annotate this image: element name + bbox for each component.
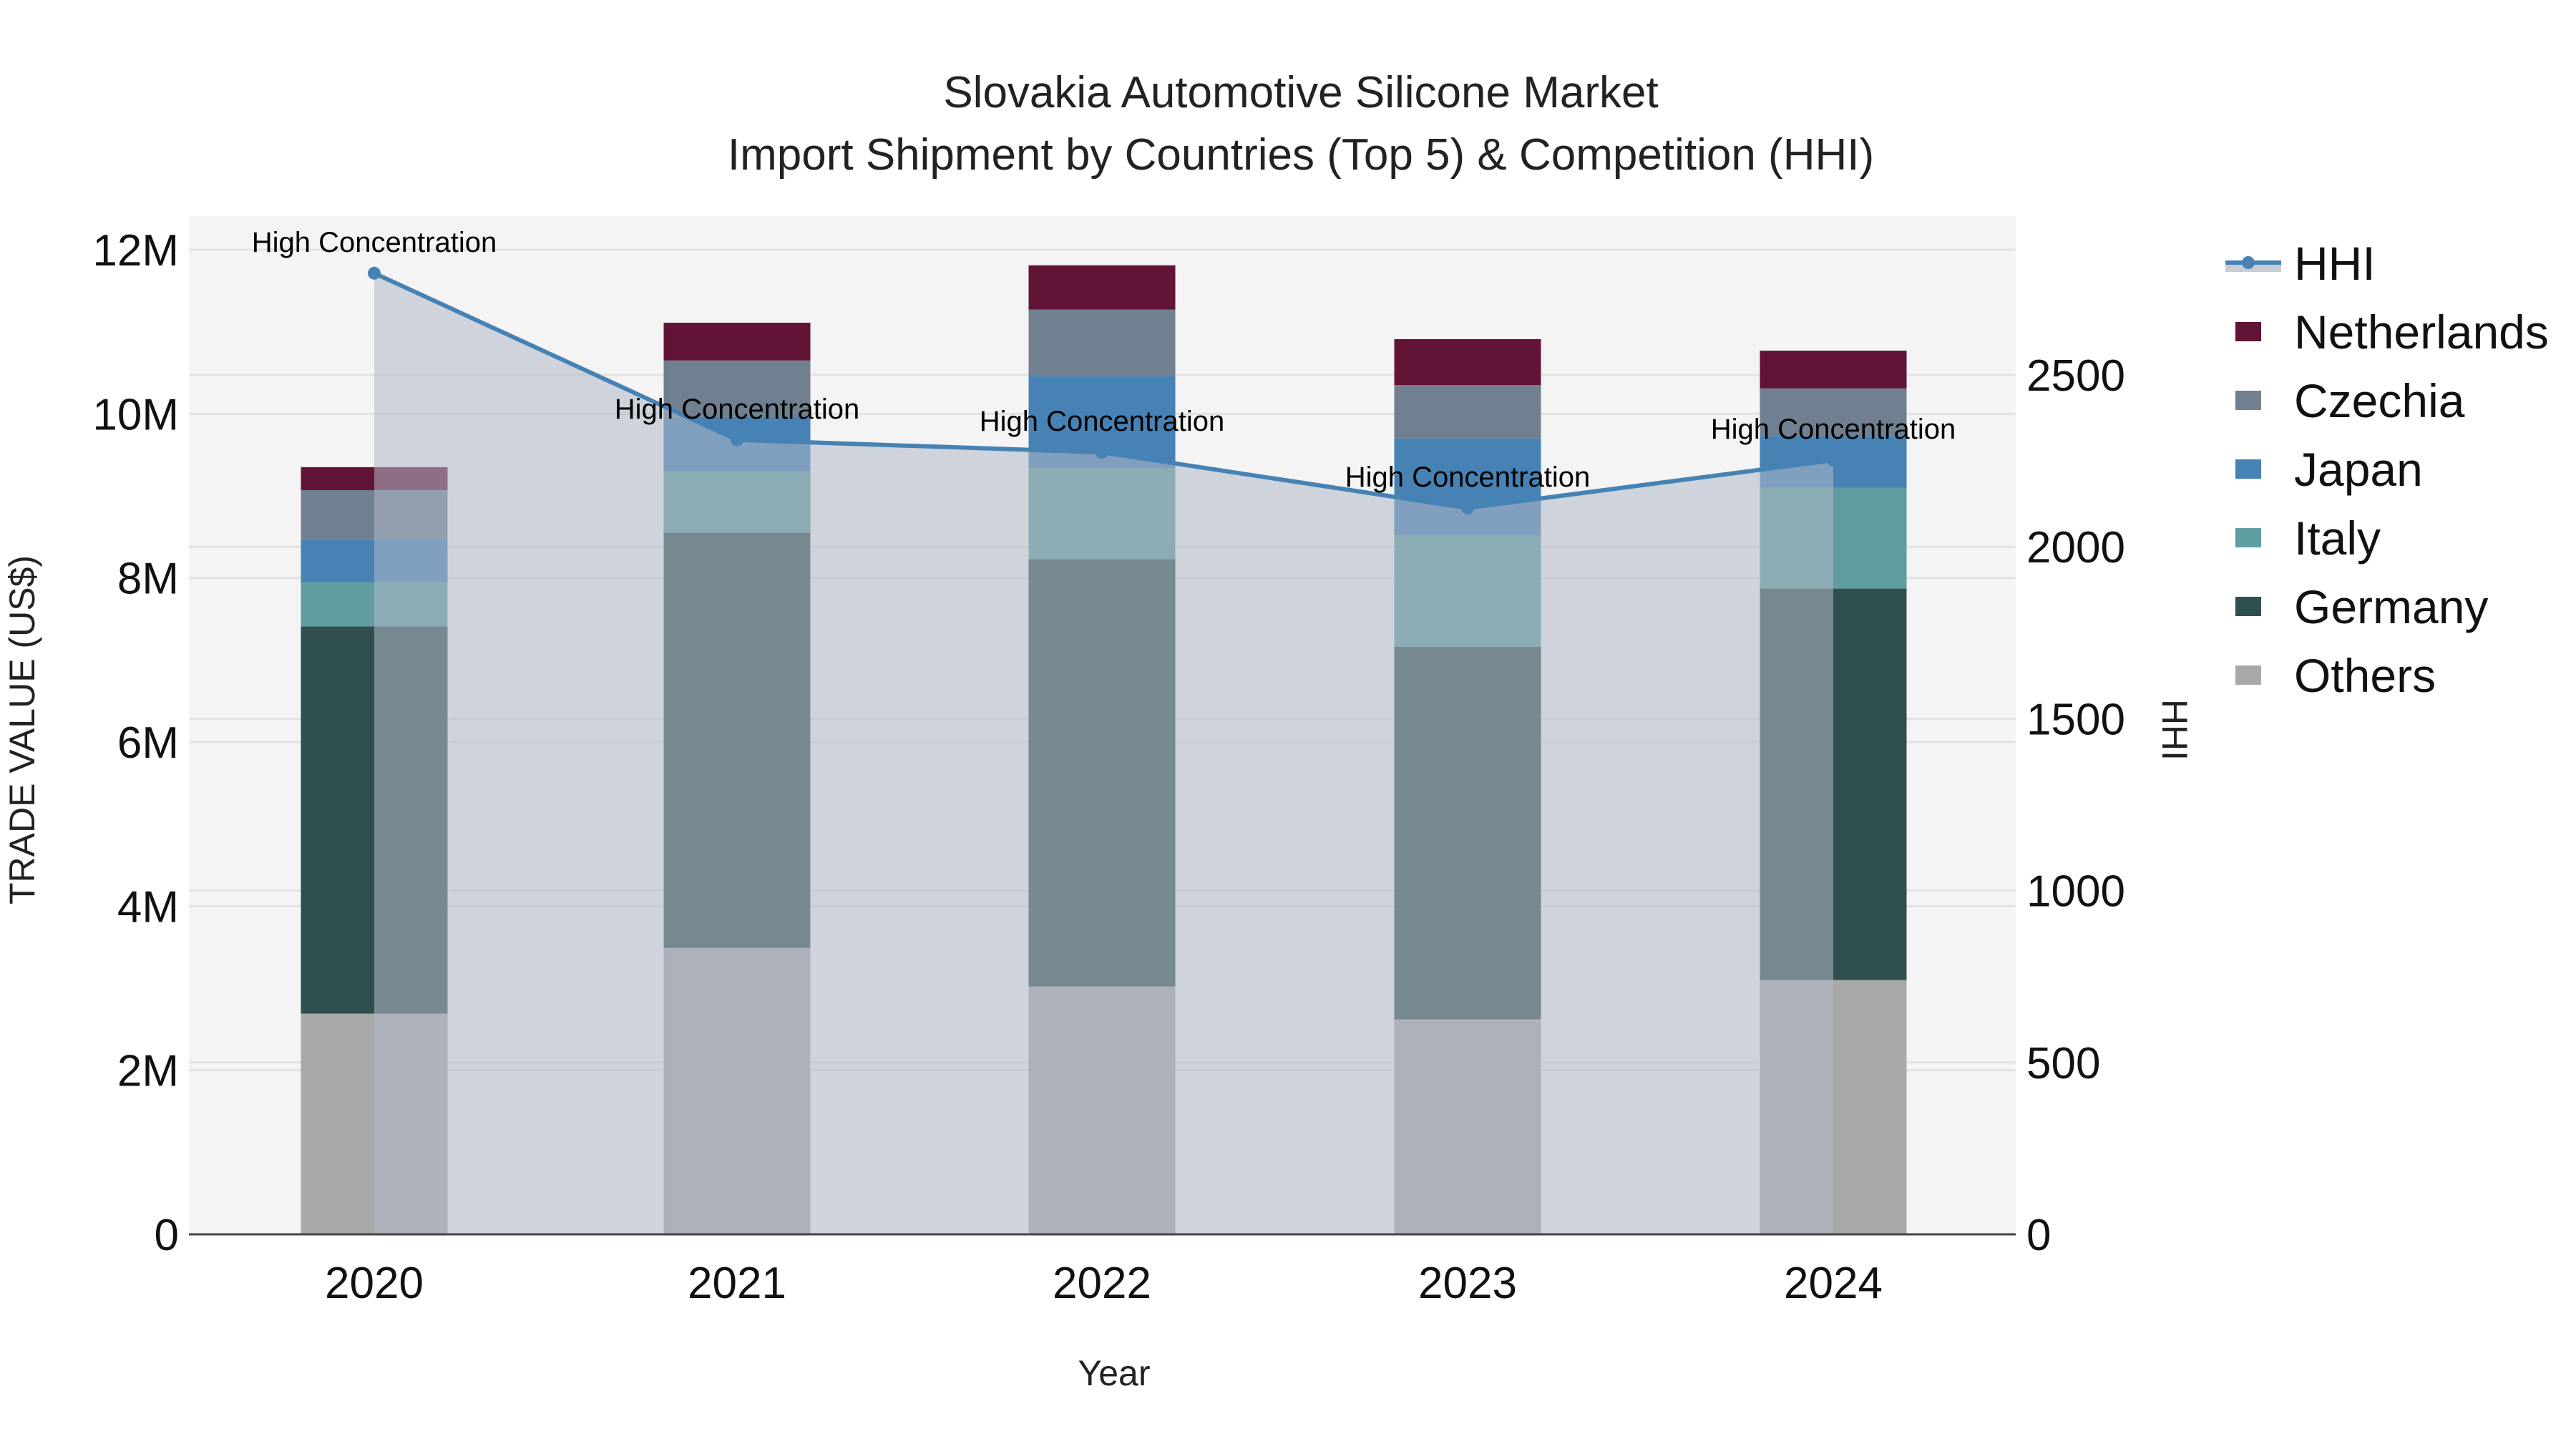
legend-swatch-icon [2235, 391, 2261, 410]
legend-item-others[interactable]: Others [2235, 649, 2436, 702]
legend-label: Czechia [2294, 374, 2465, 427]
y-right-ticks: 0 500 1000 1500 2000 2500 [2026, 351, 2125, 1260]
y-left-axis-title: TRADE VALUE (US$) [2, 555, 42, 904]
legend-label: Germany [2294, 580, 2488, 633]
bar-segment-czechia-2021 [663, 360, 811, 417]
bar-segment-czechia-2023 [1394, 385, 1541, 439]
chart-title-line2: Import Shipment by Countries (Top 5) & C… [728, 130, 1874, 180]
hhi-point-marker [1096, 446, 1108, 459]
legend-swatch-icon [2235, 597, 2261, 616]
hhi-annotation: High Concentration [980, 406, 1224, 437]
y-right-tick-label: 2500 [2026, 351, 2125, 401]
hhi-annotation: High Concentration [615, 394, 859, 425]
legend-item-netherlands[interactable]: Netherlands [2235, 306, 2549, 358]
legend-label: HHI [2294, 237, 2376, 290]
legend-item-hhi[interactable]: HHI [2225, 237, 2376, 290]
legend: HHI Netherlands Czechia Japan Italy Germany Ot… [2225, 237, 2549, 702]
legend-swatch-icon [2235, 528, 2261, 547]
bar-segment-netherlands-2022 [1028, 265, 1176, 310]
x-tick-label: 2023 [1418, 1259, 1517, 1308]
y-left-tick-label: 2M [117, 1047, 179, 1096]
legend-label: Netherlands [2294, 306, 2549, 358]
legend-swatch-icon [2235, 665, 2261, 685]
legend-item-germany[interactable]: Germany [2235, 580, 2488, 633]
hhi-annotation: High Concentration [1345, 462, 1590, 493]
hhi-point-marker [731, 433, 743, 447]
hhi-point-marker [1827, 454, 1840, 467]
hhi-line [368, 266, 1840, 514]
y-left-tick-label: 8M [117, 555, 179, 604]
x-tick-label: 2021 [688, 1259, 786, 1308]
legend-item-italy[interactable]: Italy [2235, 512, 2381, 565]
hhi-point-marker [368, 266, 381, 280]
bar-segment-czechia-2022 [1028, 309, 1176, 376]
legend-label: Others [2294, 649, 2436, 702]
legend-hhi-area-swatch [2225, 263, 2281, 272]
y-left-tick-label: 0 [155, 1211, 179, 1260]
hhi-point-marker [1461, 501, 1474, 514]
chart-title-line1: Slovakia Automotive Silicone Market [943, 68, 1658, 117]
bar-segment-czechia-2024 [1760, 388, 1907, 436]
hhi-annotations: High Concentration High Concentration High… [252, 227, 1956, 493]
y-left-tick-label: 10M [92, 390, 179, 439]
y-left-tick-label: 6M [117, 718, 179, 768]
y-right-tick-label: 0 [2026, 1211, 2051, 1260]
legend-marker-icon [2242, 256, 2255, 269]
legend-swatch-icon [2235, 322, 2261, 341]
x-tick-label: 2020 [325, 1259, 424, 1308]
y-right-tick-label: 1500 [2026, 695, 2125, 744]
legend-label: Italy [2294, 512, 2381, 565]
y-left-tick-label: 4M [117, 882, 179, 932]
y-left-tick-label: 12M [92, 226, 179, 275]
y-right-axis-title: HHI [2155, 699, 2195, 761]
legend-swatch-icon [2235, 459, 2261, 479]
legend-item-japan[interactable]: Japan [2235, 443, 2423, 496]
hhi-annotation: High Concentration [1711, 414, 1956, 445]
x-ticks: 2020 2021 2022 2023 2024 [325, 1259, 1883, 1308]
bar-segment-netherlands-2024 [1760, 351, 1907, 389]
x-tick-label: 2022 [1053, 1259, 1151, 1308]
y-right-tick-label: 2000 [2026, 523, 2125, 572]
hhi-annotation: High Concentration [252, 227, 497, 258]
bar-segment-netherlands-2023 [1394, 338, 1541, 386]
y-left-ticks: 0 2M 4M 6M 8M 10M 12M [92, 226, 179, 1260]
legend-label: Japan [2294, 443, 2423, 496]
bar-segment-netherlands-2021 [663, 323, 811, 361]
x-axis-title: Year [1078, 1353, 1150, 1393]
y-right-tick-label: 500 [2026, 1039, 2100, 1088]
x-tick-label: 2024 [1784, 1259, 1883, 1308]
legend-item-czechia[interactable]: Czechia [2235, 374, 2465, 427]
y-right-tick-label: 1000 [2026, 867, 2125, 917]
